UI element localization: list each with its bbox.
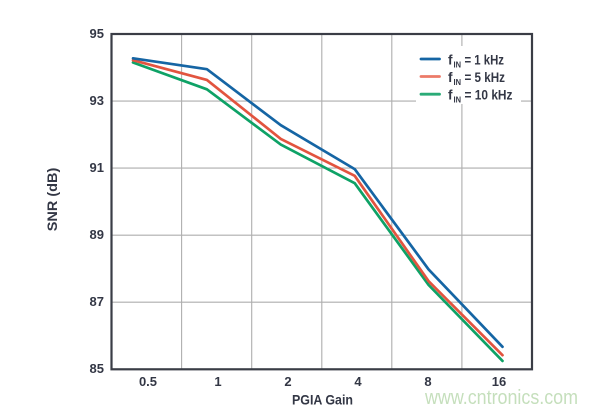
svg-text:91: 91 [90, 160, 104, 175]
svg-text:IN: IN [454, 60, 462, 70]
svg-text:f: f [448, 87, 453, 102]
svg-text:4: 4 [354, 374, 362, 389]
svg-text:SNR (dB): SNR (dB) [44, 168, 60, 232]
svg-text:www.cntronics.com: www.cntronics.com [424, 387, 578, 409]
svg-text:1: 1 [214, 374, 221, 389]
svg-text:= 1 kHz: = 1 kHz [465, 53, 505, 68]
svg-text:2: 2 [284, 374, 291, 389]
svg-text:PGIA Gain: PGIA Gain [292, 392, 353, 408]
svg-text:87: 87 [90, 294, 104, 309]
svg-text:IN: IN [454, 77, 462, 87]
svg-text:0.5: 0.5 [139, 374, 157, 389]
svg-text:93: 93 [90, 93, 104, 108]
svg-text:89: 89 [90, 227, 104, 242]
svg-text:= 10 kHz: = 10 kHz [465, 87, 513, 102]
svg-text:8: 8 [424, 374, 431, 389]
svg-text:85: 85 [90, 361, 104, 376]
svg-text:95: 95 [90, 26, 104, 41]
svg-text:16: 16 [492, 374, 506, 389]
svg-text:f: f [448, 70, 453, 85]
svg-text:f: f [448, 53, 453, 68]
svg-text:= 5 kHz: = 5 kHz [465, 70, 506, 85]
svg-text:IN: IN [454, 94, 462, 104]
